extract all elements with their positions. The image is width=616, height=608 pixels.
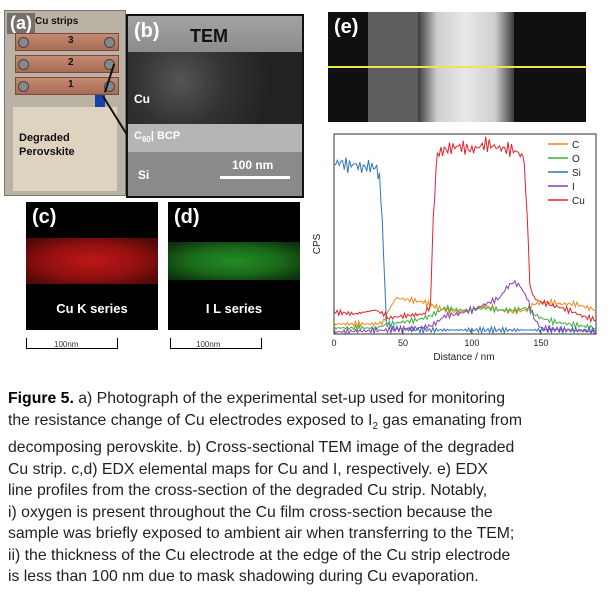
cu-strip-2: 2 [15, 55, 119, 73]
cu-k-series-label: Cu K series [56, 301, 128, 316]
screw-icon [18, 37, 29, 48]
edx-map-panel-d: (d) I L series [168, 202, 300, 330]
scale-bracket-c [26, 338, 118, 349]
screw-icon [18, 81, 29, 92]
chart-series-group [333, 136, 597, 336]
photo-panel-a: (a) Cu strips 3 2 1 Degraded Perovskite [4, 10, 126, 196]
y-axis-label: CPS [312, 233, 323, 254]
x-tick-label: 150 [533, 338, 548, 348]
series-line-o [333, 304, 597, 333]
edx-line-profile-chart: 0 50 100 150 CO Si I Cu Distance / nm CPS [312, 133, 597, 363]
chart-ticks-group: 0 50 100 150 [331, 330, 548, 348]
chart-legend: CO Si I Cu [548, 140, 585, 207]
chart-frame [333, 133, 597, 335]
i-l-series-label: I L series [205, 301, 263, 316]
c60-bcp-layer [128, 124, 302, 152]
panel-label-d: (d) [174, 206, 200, 228]
panel-label-c: (c) [32, 206, 57, 228]
cu-strip-3: 3 [15, 33, 119, 51]
si-layer-label: Si [138, 168, 150, 182]
plot-border [333, 133, 597, 335]
scan-line [328, 66, 586, 68]
screw-icon [18, 59, 29, 70]
series-line-si [333, 157, 597, 336]
figure-label: Figure 5. [8, 390, 74, 407]
edx-map-panel-c: (c) Cu K series [26, 202, 158, 330]
x-axis-label: Distance / nm [433, 352, 494, 363]
series-line-i [333, 279, 597, 336]
tem-panel-b: (b) TEM Cu C60| BCP Si 100 nm [126, 14, 304, 198]
scale-text-c: 100nm [54, 340, 79, 349]
legend-label-si: Si [572, 168, 581, 179]
linescan-image-panel-e: (e) [328, 12, 586, 122]
series-line-cu [333, 136, 597, 324]
i-signal-band [168, 242, 300, 280]
cu-signal-band [26, 238, 158, 284]
scale-text-d: 100nm [196, 340, 221, 349]
legend-label-i: I [572, 182, 575, 193]
strip-number: 3 [68, 35, 74, 46]
legend-label-cu: Cu [572, 196, 585, 207]
c60-bcp-label: C60| BCP [134, 130, 181, 145]
scale-bar-label: 100 nm [232, 158, 274, 172]
x-tick-label: 0 [331, 338, 336, 348]
figure-caption: Figure 5. a) Photograph of the experimen… [8, 390, 523, 586]
cu-strip-1: 1 [15, 77, 119, 95]
cu-strips-label: Cu strips [35, 16, 79, 27]
x-tick-label: 50 [398, 338, 408, 348]
tem-title: TEM [190, 26, 228, 46]
panel-label-a: (a) [7, 13, 35, 34]
legend-label-o: O [572, 154, 580, 165]
blue-marker [95, 95, 105, 109]
strip-number: 1 [68, 79, 74, 90]
legend-label-c: C [572, 140, 579, 151]
panel-label-e: (e) [334, 16, 359, 38]
degraded-perovskite-label: Degraded Perovskite [19, 132, 75, 158]
cu-layer [128, 52, 302, 124]
strip-number: 2 [68, 57, 74, 68]
x-tick-label: 100 [464, 338, 479, 348]
scale-bar [220, 176, 290, 179]
si-layer [128, 152, 302, 196]
scale-bracket-d [170, 338, 262, 349]
series-line-c [333, 295, 597, 329]
panel-label-b: (b) [134, 20, 160, 42]
screw-icon [104, 37, 115, 48]
cu-layer-label: Cu [134, 92, 150, 106]
degraded-perovskite-region: Degraded Perovskite [13, 107, 117, 191]
